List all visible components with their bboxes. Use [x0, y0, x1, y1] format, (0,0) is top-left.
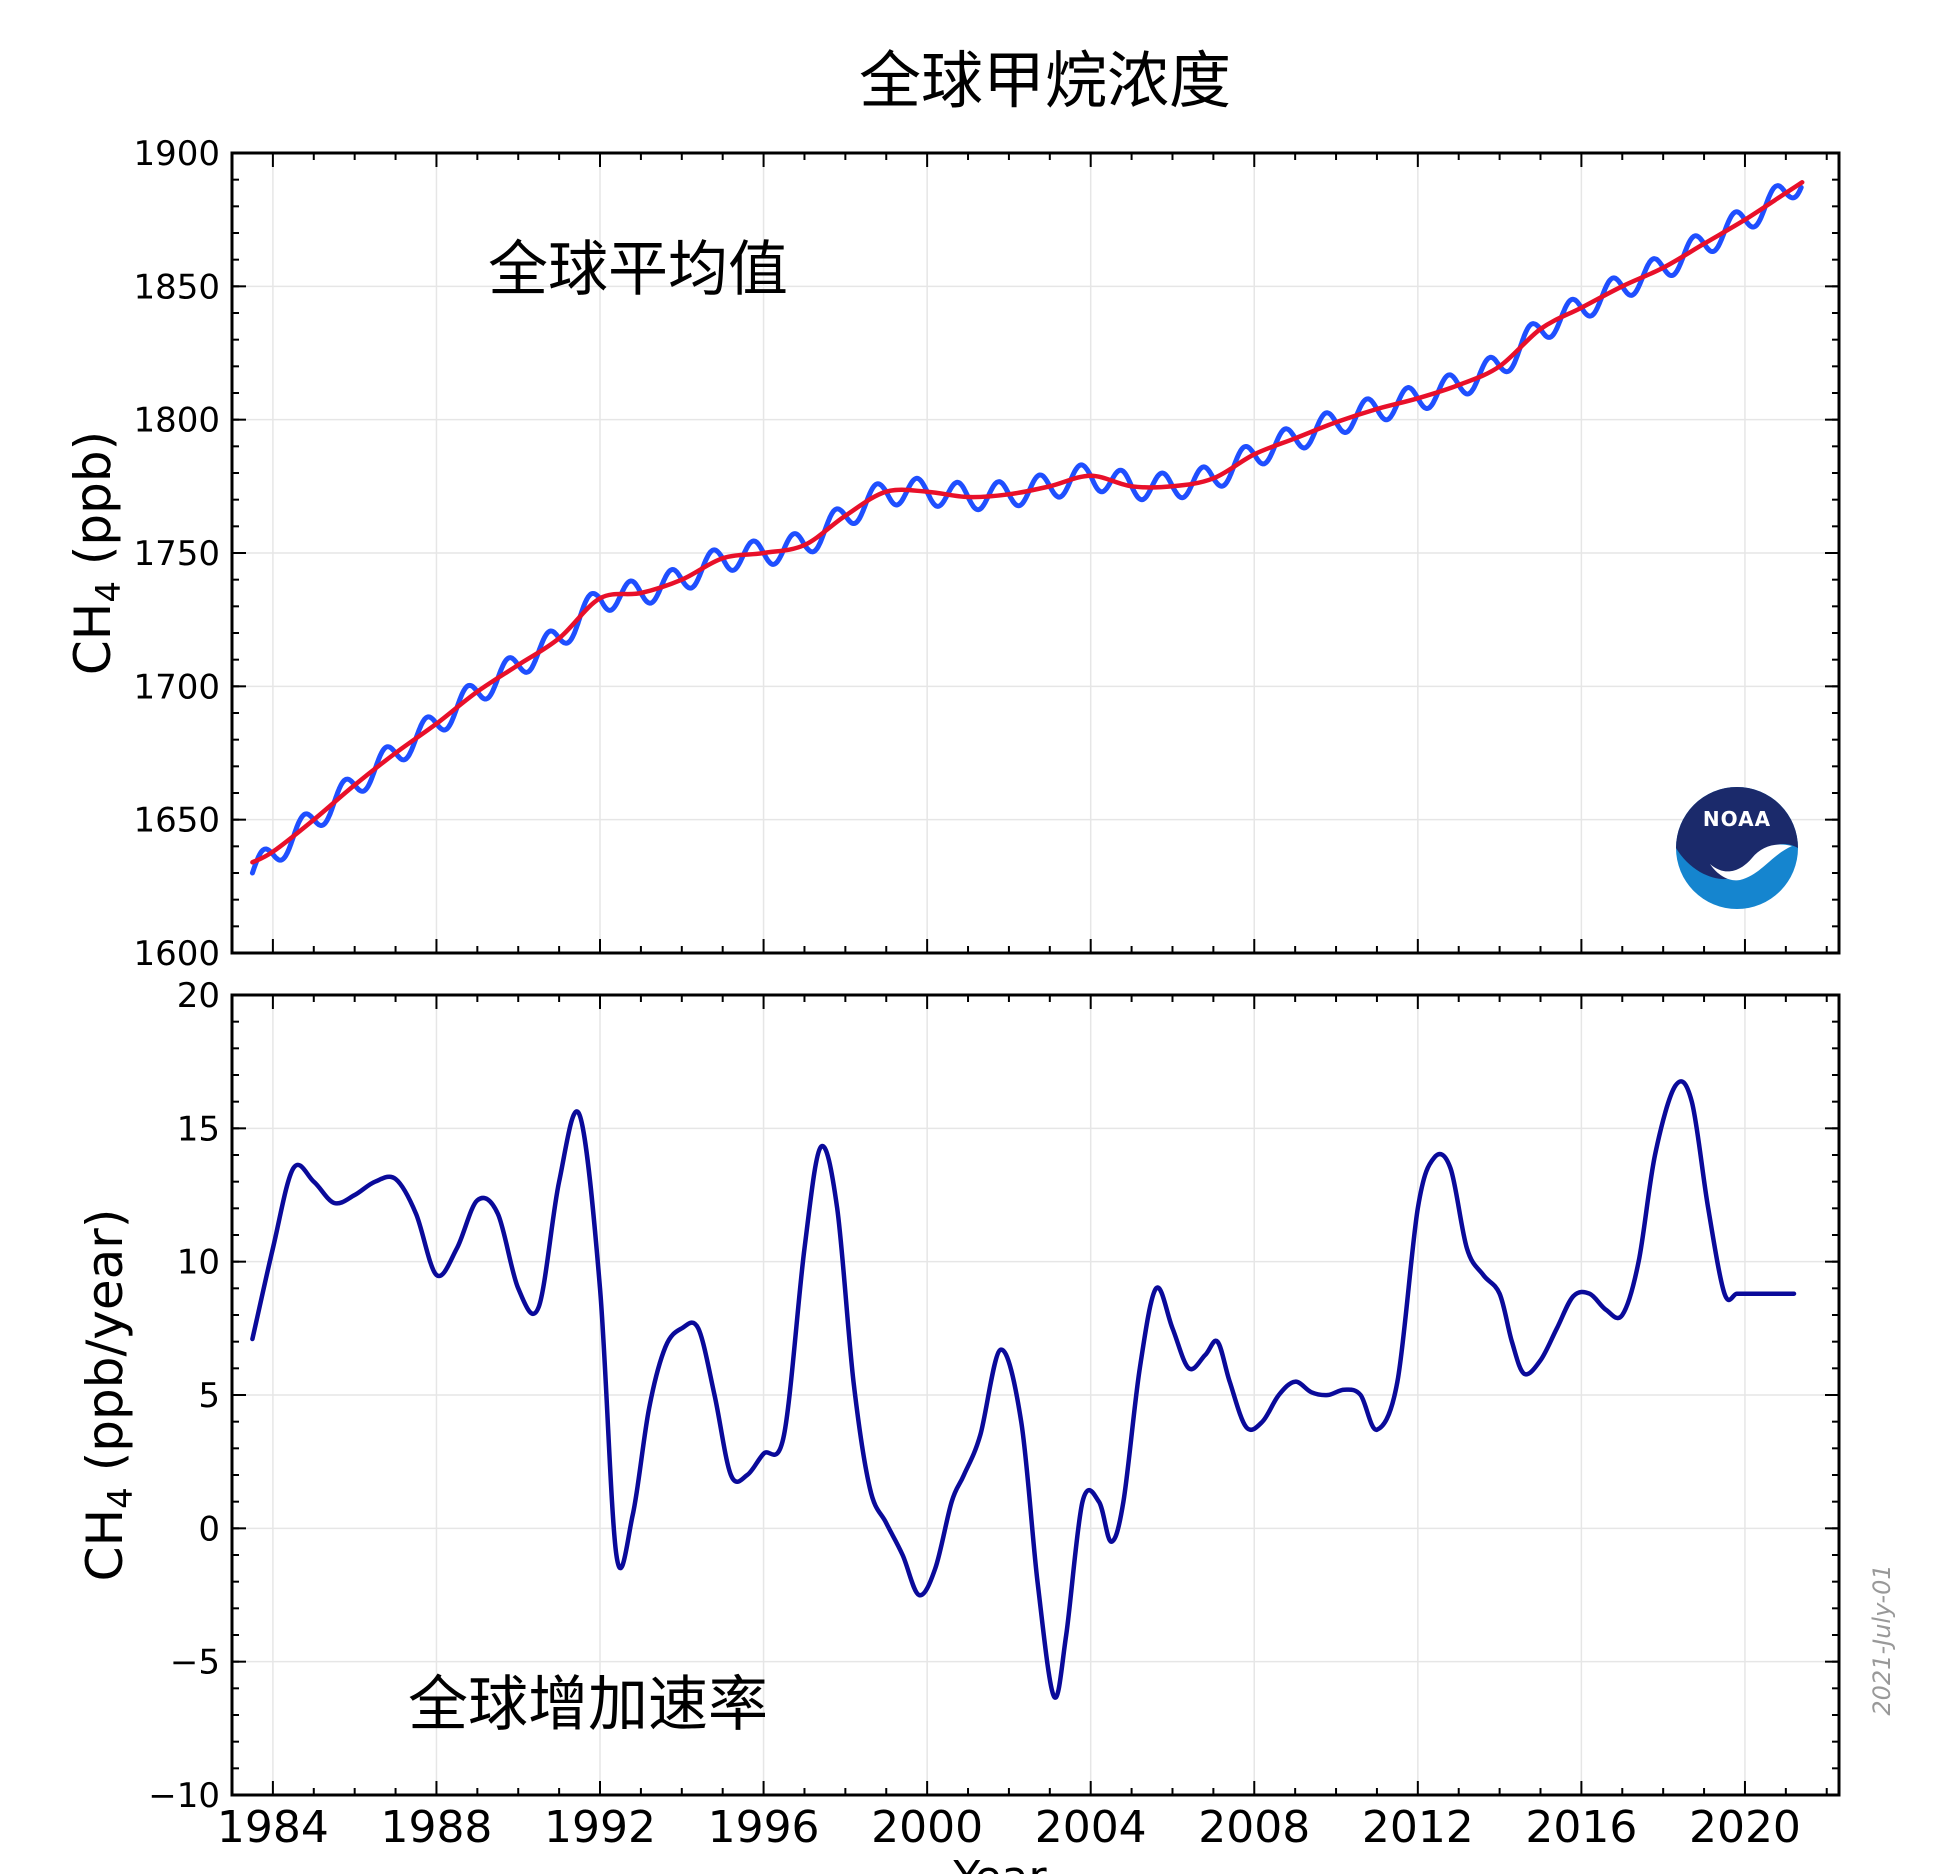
top-y-tick-label-0: 1600 — [133, 934, 220, 974]
top-y-tick-label-2: 1700 — [133, 667, 220, 707]
bottom-panel: −10 −5 0 5 10 15 20 全球增加速率 CH4 (ppb/year) — [76, 976, 1841, 1816]
figure-title: 全球甲烷浓度 — [859, 44, 1231, 117]
top-panel-label: 全球平均值 — [488, 235, 788, 305]
top-y-axis-label: CH4 (ppb) — [64, 431, 129, 675]
top-panel: 1600 1650 1700 1750 1800 1850 1900 全球平均值 CH4 (… — [64, 134, 1841, 974]
x-tick-label-1996: 1996 — [708, 1802, 820, 1853]
x-tick-label-1992: 1992 — [544, 1802, 656, 1853]
bottom-ticks: −10 −5 0 5 10 15 20 — [148, 976, 1839, 1816]
top-panel-frame — [230, 151, 1841, 955]
noaa-logo-gull-icon — [1710, 844, 1792, 881]
bottom-y-tick-label-1: −5 — [170, 1643, 220, 1683]
top-series-deseasonalized-trend — [250, 180, 1805, 865]
top-y-tick-label-1: 1650 — [133, 801, 220, 841]
top-grid — [232, 152, 1839, 954]
bottom-y-tick-label-6: 20 — [177, 976, 220, 1016]
bottom-panel-frame — [230, 993, 1841, 1797]
bottom-y-axis-label: CH4 (ppb/year) — [76, 1209, 141, 1582]
noaa-logo-text: NOAA — [1703, 807, 1771, 831]
x-tick-label-2012: 2012 — [1362, 1802, 1474, 1853]
x-tick-label-2016: 2016 — [1525, 1802, 1637, 1853]
bottom-series — [250, 1079, 1797, 1700]
bottom-y-tick-label-3: 5 — [198, 1376, 220, 1416]
bottom-y-tick-label-4: 10 — [177, 1243, 220, 1283]
noaa-logo-bird-icon — [1676, 787, 1798, 880]
top-y-tick-label-5: 1850 — [133, 267, 220, 307]
bottom-panel-label: 全球增加速率 — [408, 1670, 768, 1740]
bottom-y-tick-label-5: 15 — [177, 1109, 220, 1149]
x-tick-label-2000: 2000 — [871, 1802, 983, 1853]
bottom-y-tick-label-0: −10 — [148, 1776, 220, 1816]
top-series-monthly-mean — [249, 183, 1804, 876]
top-ticks: 1600 1650 1700 1750 1800 1850 1900 — [133, 134, 1839, 974]
noaa-logo: NOAA — [1676, 787, 1798, 909]
top-y-tick-label-4: 1800 — [133, 401, 220, 441]
top-y-tick-label-3: 1750 — [133, 534, 220, 574]
bottom-series-growth-rate — [250, 1079, 1797, 1700]
x-tick-label-2020: 2020 — [1689, 1802, 1801, 1853]
x-tick-labels: 1984 1988 1992 1996 2000 2004 2008 2012 2016 2020 — [217, 1802, 1801, 1853]
date-stamp: 2021-July-01 — [1868, 1564, 1896, 1715]
top-y-tick-label-6: 1900 — [133, 134, 220, 174]
top-series — [249, 180, 1805, 876]
x-tick-label-1988: 1988 — [380, 1802, 492, 1853]
x-tick-label-1984: 1984 — [217, 1802, 329, 1853]
x-tick-label-2008: 2008 — [1198, 1802, 1310, 1853]
x-axis-label: Year — [952, 1852, 1047, 1874]
bottom-y-tick-label-2: 0 — [198, 1509, 220, 1549]
x-tick-label-2004: 2004 — [1035, 1802, 1147, 1853]
